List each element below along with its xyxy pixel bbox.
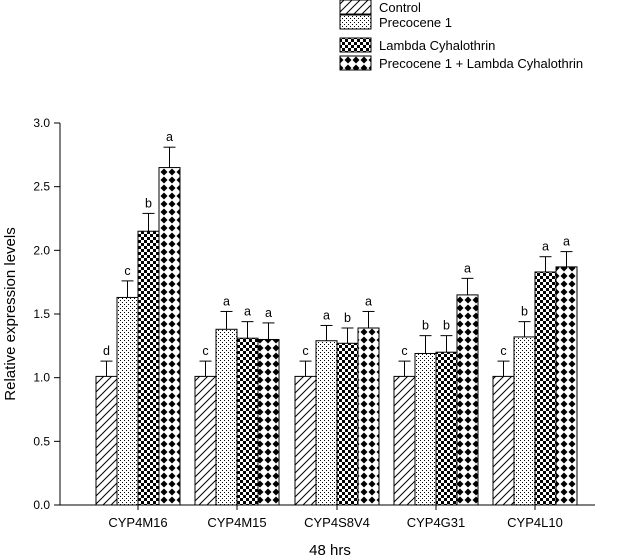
significance-label: a: [542, 240, 549, 254]
significance-label: c: [302, 344, 308, 358]
bar: [194, 375, 217, 506]
y-tick-label: 3.0: [33, 116, 50, 130]
significance-label: b: [344, 311, 351, 325]
significance-label: a: [166, 130, 173, 144]
legend-swatch: [339, 0, 372, 15]
significance-label: b: [145, 196, 152, 210]
significance-label: c: [124, 264, 130, 278]
y-tick-label: 1.5: [33, 307, 50, 321]
bar: [492, 375, 515, 506]
bar: [95, 375, 118, 506]
significance-label: a: [464, 261, 471, 275]
significance-label: c: [500, 344, 506, 358]
bar: [315, 340, 338, 506]
significance-label: a: [365, 294, 372, 308]
category-labels: CYP4M16 CYP4M15 CYP4S8V4 CYP4G31 CYP4L10: [108, 505, 563, 530]
category-label: CYP4S8V4: [304, 515, 370, 530]
bar: [158, 167, 181, 506]
bar: [513, 336, 536, 506]
legend-swatch: [339, 55, 372, 71]
significance-label: a: [265, 306, 272, 320]
y-axis-title: Relative expression levels: [2, 227, 19, 400]
category-label: CYP4G31: [407, 515, 466, 530]
bar: [116, 296, 139, 506]
y-tick-label: 2.0: [33, 243, 50, 257]
significance-label: c: [202, 344, 208, 358]
bar: [137, 230, 160, 506]
bar: [294, 375, 317, 506]
x-axis-title: 48 hrs: [309, 542, 351, 559]
y-tick-label: 0.5: [33, 434, 50, 448]
bar: [456, 294, 479, 506]
y-tick-label: 2.5: [33, 180, 50, 194]
legend-label: Control: [379, 0, 421, 15]
y-tick-label: 0.0: [33, 498, 50, 512]
legend-swatch: [339, 37, 372, 53]
bar: [435, 351, 458, 506]
significance-label: a: [563, 235, 570, 249]
bar: [236, 337, 259, 506]
bar: [215, 328, 238, 506]
category-label: CYP4M15: [207, 515, 266, 530]
y-axis-ticks: 0.0 0.5 1.0 1.5 2.0 2.5 3.0: [33, 116, 60, 512]
significance-label: a: [323, 308, 330, 322]
bar: [357, 327, 380, 506]
significance-label: b: [521, 305, 528, 319]
bar: [257, 338, 280, 506]
category-label: CYP4M16: [108, 515, 167, 530]
y-tick-label: 1.0: [33, 371, 50, 385]
category-label: CYP4L10: [507, 515, 563, 530]
bar: [336, 342, 359, 506]
significance-label: c: [401, 344, 407, 358]
significance-label: a: [244, 305, 251, 319]
bar: [414, 352, 437, 506]
legend-label: Precocene 1: [379, 15, 452, 30]
significance-label: a: [223, 294, 230, 308]
bar: [393, 375, 416, 506]
significance-label: b: [443, 319, 450, 333]
legend-swatch: [339, 14, 372, 30]
legend-label: Lambda Cyhalothrin: [379, 38, 495, 53]
significance-label: b: [422, 319, 429, 333]
bar: [555, 266, 578, 506]
legend-label: Precocene 1 + Lambda Cyhalothrin: [379, 56, 583, 71]
bar: [534, 271, 557, 506]
significance-label: d: [103, 344, 110, 358]
